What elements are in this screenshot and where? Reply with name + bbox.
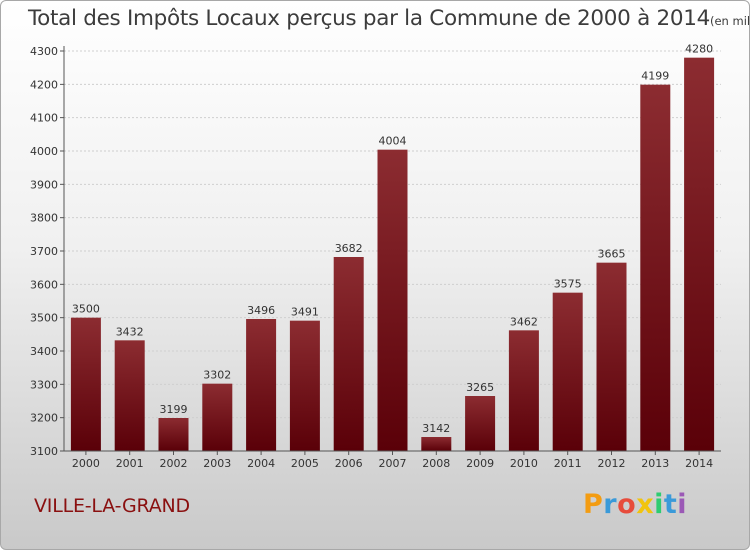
data-label: 3496: [247, 304, 275, 317]
x-tick-label: 2013: [641, 457, 669, 470]
labels: 3100 3200 3300 3400 3500 3600 3700 3800 3900 4000…: [30, 43, 713, 470]
y-tick-label: 4300: [30, 45, 58, 58]
y-tick-label: 4200: [30, 78, 58, 91]
axes: [60, 46, 721, 455]
data-label: 3432: [116, 325, 144, 338]
data-label: 3682: [335, 242, 363, 255]
x-tick-label: 2004: [247, 457, 275, 470]
y-tick-label: 3300: [30, 378, 58, 391]
y-tick-label: 3200: [30, 412, 58, 425]
x-tick-label: 2001: [116, 457, 144, 470]
y-tick-label: 3500: [30, 312, 58, 325]
x-tick-label: 2014: [685, 457, 713, 470]
x-tick-label: 2008: [422, 457, 450, 470]
bar: [465, 396, 496, 451]
data-label: 3575: [554, 278, 582, 291]
data-label: 4280: [685, 43, 713, 56]
bar: [552, 292, 583, 451]
data-label: 3500: [72, 303, 100, 316]
data-label: 3199: [160, 403, 188, 416]
data-label: 3665: [598, 248, 626, 261]
y-tick-label: 3600: [30, 278, 58, 291]
logo-letter: x: [636, 489, 655, 520]
y-tick-label: 4100: [30, 112, 58, 125]
x-tick-label: 2012: [598, 457, 626, 470]
x-tick-label: 2000: [72, 457, 100, 470]
logo-letter: r: [603, 489, 618, 520]
logo-letter: P: [583, 489, 604, 520]
chart-title-text: Total des Impôts Locaux perçus par la Co…: [28, 6, 710, 31]
y-tick-label: 3100: [30, 445, 58, 458]
data-label: 3462: [510, 315, 538, 328]
bar: [684, 57, 715, 452]
data-label: 3302: [203, 369, 231, 382]
bar: [508, 330, 539, 451]
x-tick-label: 2007: [379, 457, 407, 470]
logo-letter: i: [677, 489, 688, 520]
data-label: 3265: [466, 381, 494, 394]
y-tick-label: 3800: [30, 212, 58, 225]
y-tick-label: 3400: [30, 345, 58, 358]
x-tick-label: 2005: [291, 457, 319, 470]
x-tick-label: 2009: [466, 457, 494, 470]
bar: [158, 418, 189, 451]
bar: [596, 262, 627, 451]
bar: [640, 84, 671, 452]
data-label: 3142: [422, 422, 450, 435]
proxiti-logo: Proxiti: [583, 489, 687, 520]
x-tick-label: 2002: [160, 457, 188, 470]
bar: [202, 383, 233, 451]
bar: [289, 320, 320, 451]
logo-letter: i: [654, 489, 664, 520]
y-tick-label: 4000: [30, 145, 58, 158]
x-tick-label: 2006: [335, 457, 363, 470]
x-tick-label: 2011: [554, 457, 582, 470]
logo-letter: o: [617, 489, 637, 520]
data-label: 3491: [291, 306, 319, 319]
data-label: 4199: [641, 70, 669, 83]
chart-title: Total des Impôts Locaux perçus par la Co…: [28, 6, 750, 31]
chart-title-unit: (en milliers d'€): [710, 14, 750, 28]
bars: [70, 57, 715, 452]
commune-name: VILLE-LA-GRAND: [34, 495, 190, 517]
x-tick-label: 2010: [510, 457, 538, 470]
bar: [114, 340, 145, 451]
logo-letter: t: [663, 489, 678, 520]
x-tick-label: 2003: [203, 457, 231, 470]
data-label: 4004: [379, 135, 407, 148]
bar: [377, 149, 408, 451]
bar: [70, 317, 101, 451]
y-tick-label: 3700: [30, 245, 58, 258]
bar: [333, 257, 364, 451]
y-tick-label: 3900: [30, 178, 58, 191]
bar: [421, 437, 452, 451]
bar: [246, 319, 277, 451]
